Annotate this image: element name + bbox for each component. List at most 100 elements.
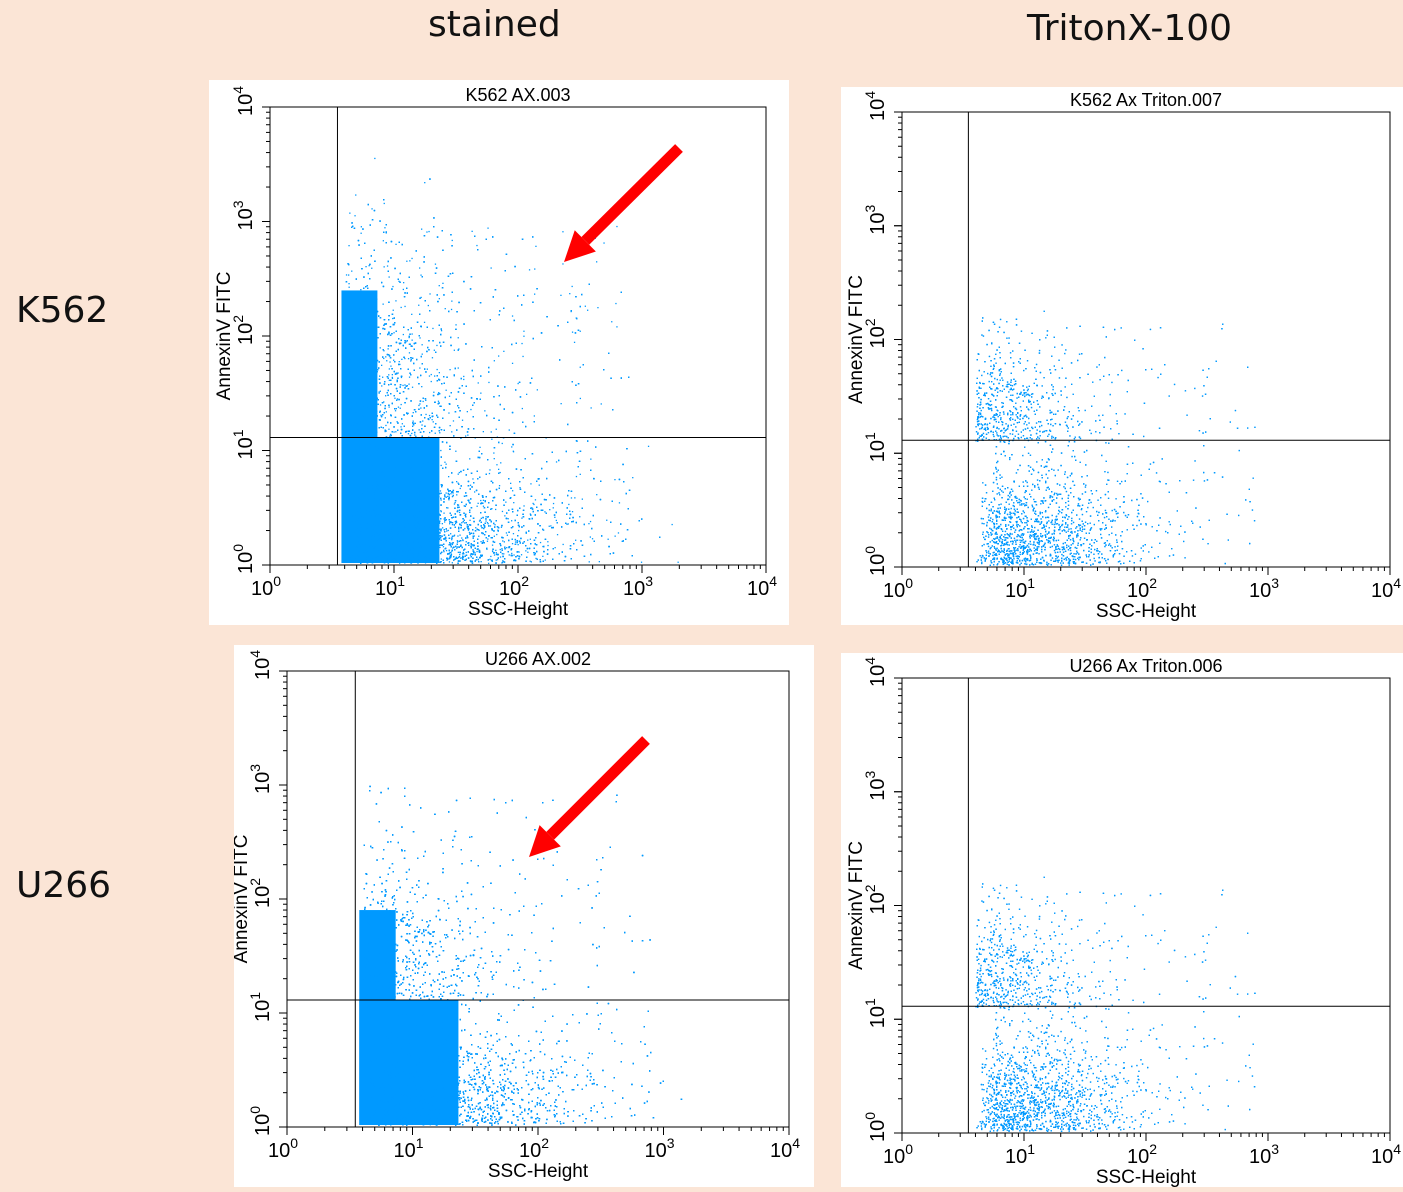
scatter-point xyxy=(402,462,405,464)
scatter-point xyxy=(351,398,353,400)
scatter-point xyxy=(370,436,372,438)
scatter-point xyxy=(370,318,372,320)
scatter-point xyxy=(445,496,447,498)
scatter-point xyxy=(424,562,427,564)
scatter-point xyxy=(363,519,365,521)
scatter-point xyxy=(417,517,419,519)
scatter-point xyxy=(568,503,570,506)
scatter-point xyxy=(461,537,463,539)
scatter-point xyxy=(367,417,369,420)
scatter-point xyxy=(419,337,421,339)
scatter-point xyxy=(367,505,369,507)
scatter-point xyxy=(512,490,514,492)
scatter-point xyxy=(358,378,360,380)
scatter-point xyxy=(397,372,399,374)
scatter-point xyxy=(364,439,366,441)
scatter-point xyxy=(409,260,411,262)
scatter-point xyxy=(421,344,423,346)
scatter-point xyxy=(392,497,394,499)
scatter-point xyxy=(395,300,397,302)
scatter-point xyxy=(451,431,453,433)
scatter-point xyxy=(380,523,382,525)
scatter-point xyxy=(428,414,431,417)
scatter-point xyxy=(574,497,576,499)
scatter-point xyxy=(511,543,514,545)
scatter-point xyxy=(393,505,396,507)
scatter-point xyxy=(429,460,431,462)
scatter-point xyxy=(446,530,448,532)
scatter-point xyxy=(478,520,481,522)
scatter-point xyxy=(477,502,479,504)
scatter-point xyxy=(480,392,482,394)
scatter-point xyxy=(474,552,476,554)
scatter-point xyxy=(371,267,373,269)
scatter-point xyxy=(380,482,382,484)
scatter-point xyxy=(416,559,419,561)
scatter-point xyxy=(393,431,395,433)
scatter-point xyxy=(407,433,410,435)
scatter-point xyxy=(436,548,438,550)
scatter-point xyxy=(366,369,368,371)
scatter-point xyxy=(471,544,473,546)
scatter-point xyxy=(534,268,536,270)
scatter-point xyxy=(411,386,414,388)
scatter-point xyxy=(378,527,381,530)
scatter-point xyxy=(405,551,407,554)
scatter-point xyxy=(374,529,376,531)
scatter-point xyxy=(426,503,428,506)
scatter-point xyxy=(422,549,424,551)
scatter-point xyxy=(382,376,384,378)
scatter-point xyxy=(366,508,368,510)
scatter-point xyxy=(507,518,509,520)
scatter-point xyxy=(440,499,442,501)
scatter-point xyxy=(498,485,501,487)
scatter-point xyxy=(487,523,489,525)
scatter-point xyxy=(358,455,360,457)
scatter-point xyxy=(355,516,358,519)
scatter-point xyxy=(490,431,492,433)
scatter-point xyxy=(371,365,373,367)
scatter-point xyxy=(362,307,364,309)
scatter-point xyxy=(381,528,383,531)
scatter-point xyxy=(495,549,497,551)
scatter-points xyxy=(341,157,679,564)
scatter-point xyxy=(373,493,376,495)
scatter-point xyxy=(419,367,421,369)
scatter-point xyxy=(510,482,512,484)
scatter-point xyxy=(399,557,401,559)
scatter-point xyxy=(404,384,406,386)
scatter-point xyxy=(374,515,376,518)
scatter-point xyxy=(476,505,478,507)
scatter-point xyxy=(388,406,390,408)
scatter-point xyxy=(459,534,461,536)
scatter-point xyxy=(501,553,503,555)
scatter-point xyxy=(416,492,418,494)
scatter-point xyxy=(425,479,427,481)
scatter-point xyxy=(368,350,371,352)
scatter-point xyxy=(385,356,387,358)
scatter-point xyxy=(348,245,350,247)
scatter-point xyxy=(406,413,409,415)
scatter-point xyxy=(376,535,378,537)
scatter-point xyxy=(459,560,461,562)
scatter-point xyxy=(406,532,408,534)
scatter-point xyxy=(498,468,500,470)
scatter-point xyxy=(352,535,354,537)
scatter-point xyxy=(432,459,434,461)
scatter-point xyxy=(567,523,569,525)
scatter-point xyxy=(570,310,572,313)
scatter-point xyxy=(344,423,346,425)
scatter-point xyxy=(401,536,403,539)
scatter-point xyxy=(397,561,399,563)
scatter-point xyxy=(370,454,372,457)
scatter-point xyxy=(531,507,533,509)
scatter-point xyxy=(419,560,421,562)
scatter-point xyxy=(525,550,527,552)
scatter-point xyxy=(349,408,351,410)
scatter-point xyxy=(450,308,453,311)
scatter-point xyxy=(451,543,454,546)
scatter-point xyxy=(440,492,442,494)
scatter-point xyxy=(383,485,386,487)
scatter-point xyxy=(475,527,477,529)
scatter-point xyxy=(376,450,379,452)
